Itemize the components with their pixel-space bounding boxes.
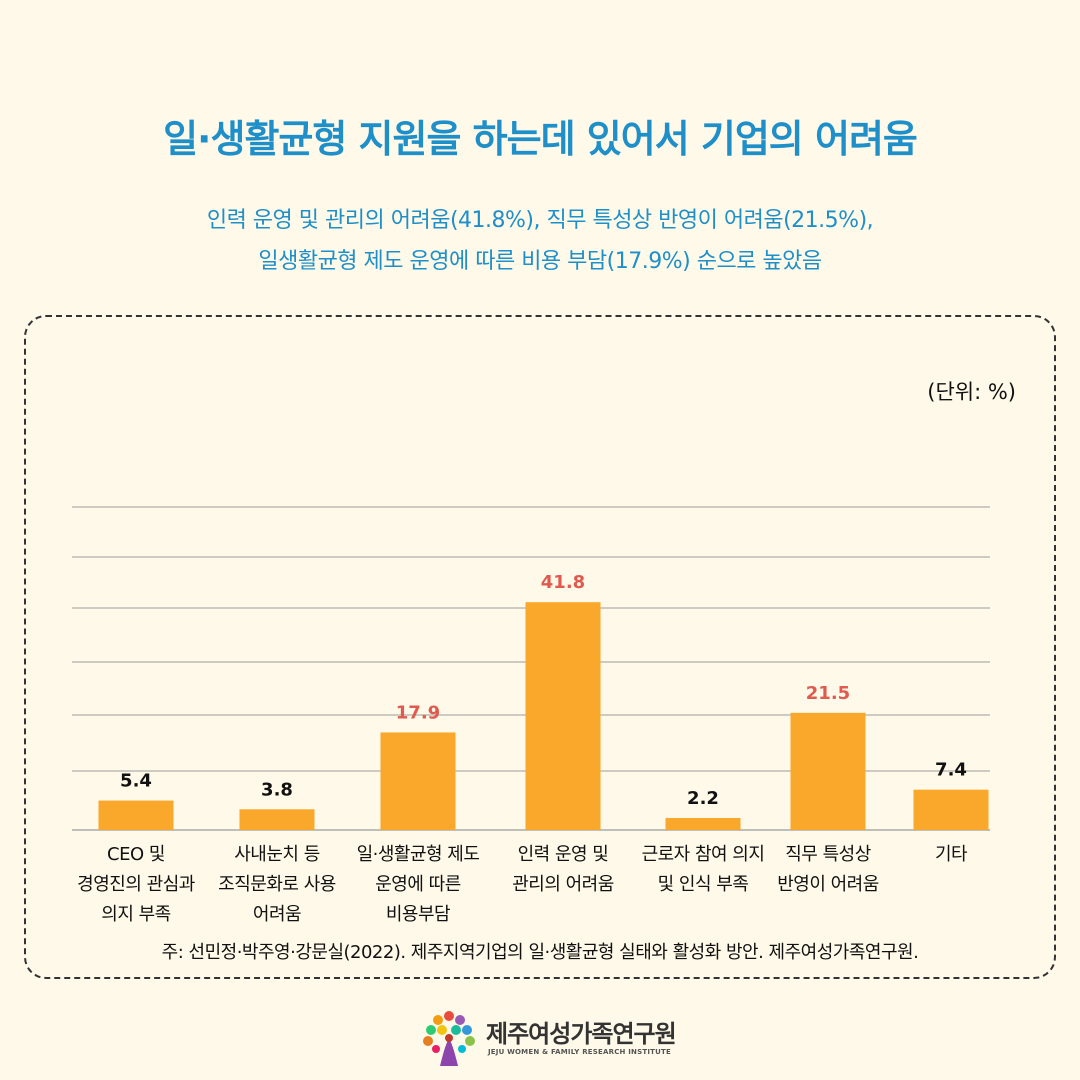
- bar-1: [239, 809, 315, 830]
- bar-4: [665, 818, 741, 830]
- bar-value-label-3: 41.8: [541, 572, 585, 593]
- bar-value-label-1: 3.8: [261, 779, 293, 800]
- page-title: 일·생활균형 지원을 하는데 있어서 기업의 어려움: [163, 117, 918, 161]
- category-label-line: CEO 및: [107, 844, 165, 865]
- category-label-line: 및 인식 부족: [657, 874, 749, 895]
- institute-english-name: JEJU WOMEN & FAMILY RESEARCH INSTITUTE: [488, 1048, 671, 1056]
- bar-value-label-0: 5.4: [120, 771, 152, 792]
- category-label-6: 기타: [871, 840, 1031, 870]
- category-label-line: 조직문화로 사용: [218, 874, 336, 895]
- institute-name: 제주여성가족연구원: [486, 1020, 677, 1048]
- category-label-line: 어려움: [252, 904, 302, 925]
- bar-value-label-4: 2.2: [687, 788, 719, 809]
- category-label-line: 관리의 어려움: [512, 874, 614, 895]
- category-label-line: 인력 운영 및: [517, 844, 609, 865]
- bar-5: [790, 712, 866, 830]
- category-label-line: 사내눈치 등: [234, 844, 320, 865]
- bar-value-label-5: 21.5: [806, 683, 850, 704]
- institute-logo: 제주여성가족연구원 JEJU WOMEN & FAMILY RESEARCH I…: [418, 1008, 677, 1070]
- category-label-line: 비용부담: [385, 904, 451, 925]
- bar-value-label-2: 17.9: [396, 702, 440, 723]
- category-label-line: 반영이 어려움: [777, 874, 879, 895]
- chart-panel: [24, 315, 1056, 979]
- footnote: 주: 선민정·박주영·강문실(2022). 제주지역기업의 일·생활균형 실태와…: [161, 942, 919, 963]
- category-label-line: 근로자 참여 의지: [641, 844, 765, 865]
- tree-logo-icon: [423, 1011, 475, 1066]
- category-label-line: 의지 부족: [101, 904, 171, 925]
- bar-0: [98, 800, 174, 830]
- bar-6: [913, 789, 989, 830]
- category-label-line: 일·생활균형 제도: [356, 844, 480, 865]
- summary-line-1: 인력 운영 및 관리의 어려움(41.8%), 직무 특성상 반영이 어려움(2…: [206, 208, 874, 233]
- unit-label: (단위: %): [927, 380, 1016, 404]
- bar-value-label-6: 7.4: [935, 760, 967, 781]
- summary-line-2: 일생활균형 제도 운영에 따른 비용 부담(17.9%) 순으로 높았음: [258, 249, 822, 274]
- category-label-line: 경영진의 관심과: [77, 874, 195, 895]
- category-label-line: 기타: [934, 844, 968, 865]
- bar-3: [525, 602, 601, 830]
- category-label-line: 운영에 따른: [375, 874, 461, 895]
- bar-2: [380, 732, 456, 830]
- category-label-line: 직무 특성상: [785, 844, 871, 865]
